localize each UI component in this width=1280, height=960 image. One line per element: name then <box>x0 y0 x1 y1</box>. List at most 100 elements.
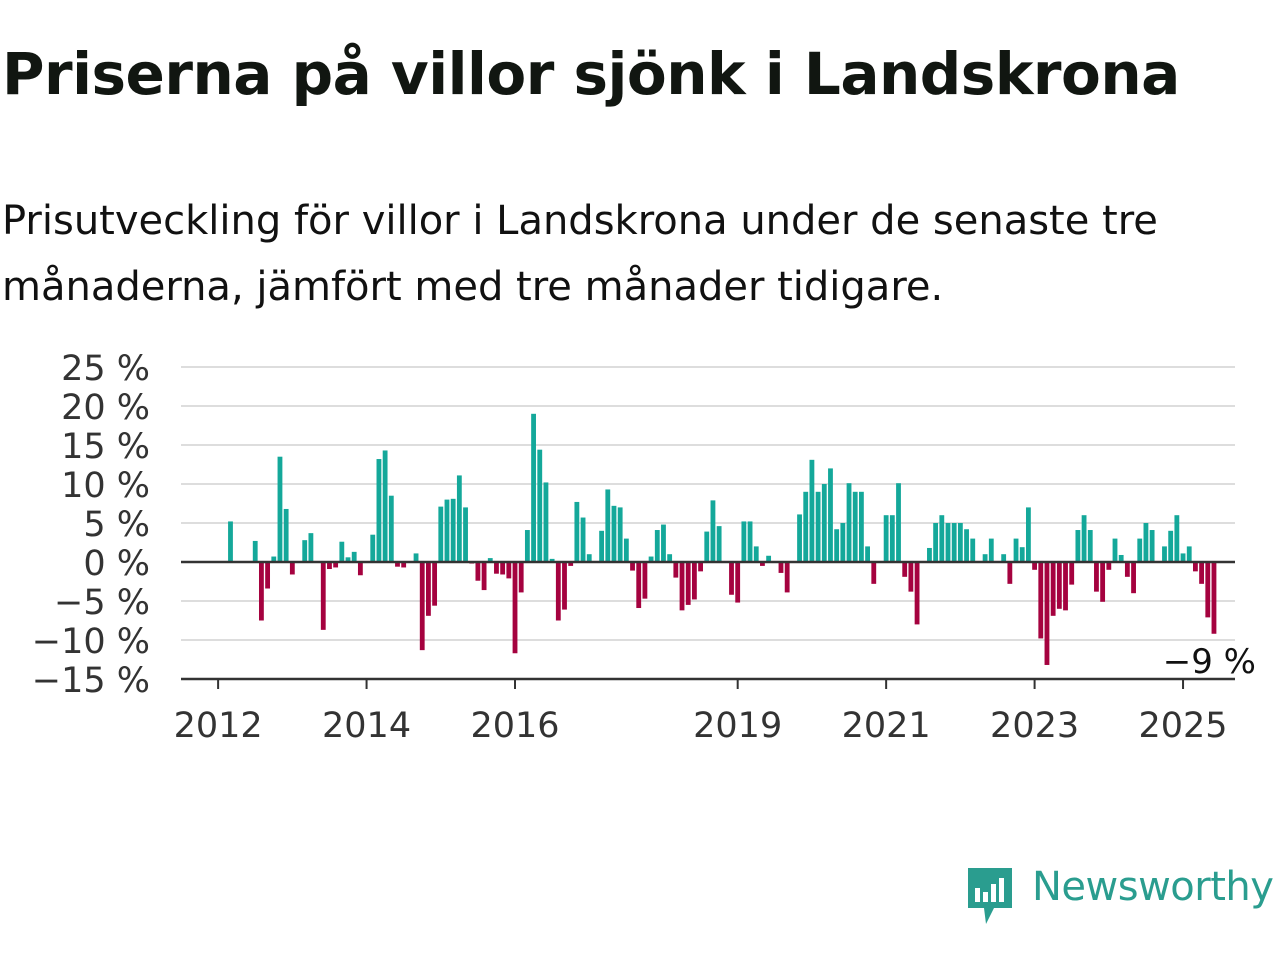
bar <box>1180 553 1186 562</box>
y-axis-labels: 25 %20 %15 %10 %5 %0 %−5 %−10 %−15 % <box>32 349 150 701</box>
bar <box>1019 547 1025 562</box>
bar <box>599 530 605 562</box>
bar <box>766 555 772 562</box>
bar <box>1124 562 1130 577</box>
bar <box>395 562 400 567</box>
bar <box>1032 562 1038 570</box>
bar <box>376 459 382 562</box>
bar <box>506 562 512 579</box>
bar <box>1168 530 1174 562</box>
bar <box>896 483 901 562</box>
y-tick-label: 15 % <box>61 427 150 467</box>
y-tick-label: −15 % <box>32 661 150 701</box>
bar <box>265 562 271 589</box>
bar <box>988 538 994 562</box>
bar <box>1087 530 1093 562</box>
bar <box>753 546 759 562</box>
bar <box>927 547 932 562</box>
bar <box>549 558 555 562</box>
bar <box>834 529 840 562</box>
bar <box>537 449 543 562</box>
bar <box>636 562 642 609</box>
bar <box>642 562 648 599</box>
bar <box>679 562 685 611</box>
bar <box>568 562 574 566</box>
bar <box>327 562 332 570</box>
bar <box>450 498 456 562</box>
y-tick-label: 0 % <box>83 544 150 584</box>
bar <box>1131 562 1136 594</box>
bar <box>277 456 283 562</box>
bar <box>852 491 858 562</box>
y-tick-label: 10 % <box>61 466 150 506</box>
last-value-annotation: −9 % <box>1160 639 1259 685</box>
bar <box>729 562 734 595</box>
bar <box>444 499 450 562</box>
bars <box>228 413 1217 665</box>
bar <box>970 538 976 562</box>
bar <box>382 450 388 562</box>
bar <box>945 523 951 562</box>
bar <box>1162 546 1167 562</box>
bar <box>555 562 561 621</box>
bar <box>803 491 809 562</box>
bar <box>951 523 957 562</box>
bar <box>1100 562 1106 602</box>
last-value-label: −9 % <box>1163 642 1256 682</box>
bar <box>964 529 969 562</box>
bar <box>865 546 870 562</box>
newsworthy-logo-icon <box>968 868 1012 924</box>
bar <box>586 554 592 562</box>
bar <box>846 483 852 562</box>
bar <box>982 554 988 562</box>
bar <box>1174 515 1180 562</box>
bar <box>1106 562 1112 570</box>
bar <box>456 475 462 562</box>
bar <box>1013 538 1019 562</box>
bar <box>432 562 438 606</box>
bar <box>512 562 518 654</box>
bar <box>821 484 827 562</box>
bar <box>1007 562 1013 584</box>
bar <box>289 562 295 575</box>
bar <box>1205 562 1211 618</box>
bar <box>562 562 567 610</box>
bar <box>797 514 802 562</box>
bar <box>1050 562 1056 616</box>
bar <box>228 521 233 562</box>
bar <box>1193 562 1198 572</box>
bar <box>1137 538 1143 562</box>
bar <box>1063 562 1068 611</box>
chart-title: Priserna på villor sjönk i Landskrona <box>2 40 1180 108</box>
bar <box>543 482 549 562</box>
bar <box>704 531 710 562</box>
x-axis-labels: 2012 2014 2016 2019 2021 2023 2025 <box>174 706 1228 746</box>
bar <box>333 562 339 568</box>
bar <box>933 523 939 562</box>
bar <box>778 562 784 573</box>
bar <box>481 562 487 591</box>
bar <box>401 562 407 568</box>
bar <box>345 557 351 562</box>
newsworthy-logo[interactable]: Newsworthy <box>964 862 1274 930</box>
bar <box>1044 562 1050 665</box>
bar <box>648 556 654 562</box>
bar <box>438 506 444 562</box>
bar <box>500 562 506 575</box>
bar <box>580 517 586 562</box>
bar <box>710 500 716 562</box>
bar <box>574 501 580 562</box>
bar <box>426 562 431 616</box>
bar <box>320 562 326 630</box>
bar-chart: 25 %20 %15 %10 %5 %0 %−5 %−10 %−15 % 201… <box>32 349 1259 746</box>
y-tick-label: 5 % <box>83 505 150 545</box>
bar <box>871 562 877 584</box>
bar <box>654 530 660 562</box>
bar <box>1038 562 1044 639</box>
bar <box>623 538 629 562</box>
y-tick-label: 25 % <box>61 349 150 389</box>
bar <box>1056 562 1062 609</box>
bar <box>908 562 914 592</box>
chart-subtitle: Prisutveckling för villor i Landskrona u… <box>2 198 1158 310</box>
bar <box>1199 562 1205 584</box>
